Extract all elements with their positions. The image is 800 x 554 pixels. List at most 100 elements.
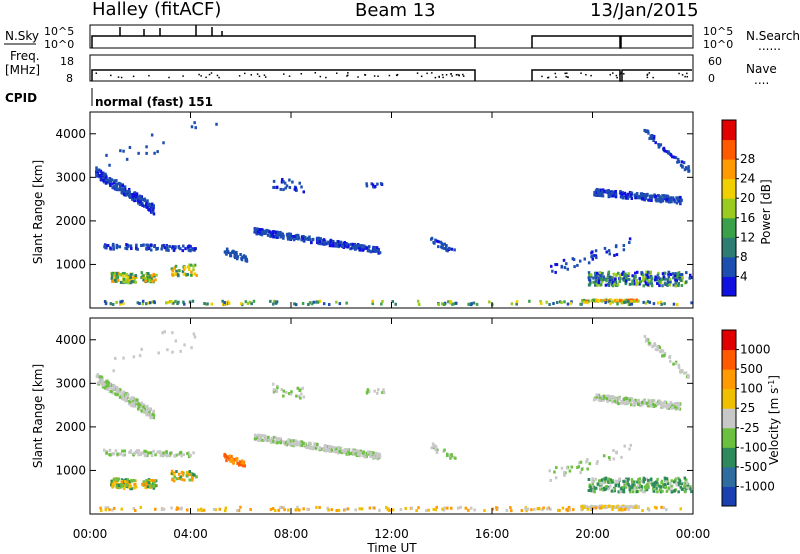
data-cell	[152, 272, 156, 276]
data-cell	[172, 301, 175, 305]
data-cell	[626, 300, 630, 304]
data-cell	[362, 244, 366, 248]
data-cell	[375, 246, 379, 250]
data-cell	[254, 227, 257, 231]
data-cell	[306, 507, 309, 511]
data-cell	[177, 274, 180, 278]
data-cell	[125, 190, 129, 194]
data-cell	[335, 243, 338, 247]
data-cell	[108, 178, 111, 182]
data-cell	[669, 359, 672, 363]
data-cell	[261, 438, 265, 442]
data-cell	[587, 477, 591, 481]
data-cell	[656, 273, 660, 277]
data-cell	[98, 375, 102, 379]
data-cell	[640, 271, 643, 275]
data-cell	[656, 481, 659, 485]
data-cell	[186, 452, 189, 456]
data-cell	[112, 279, 115, 283]
nave-dot	[300, 72, 303, 75]
data-cell	[628, 190, 632, 194]
data-cell	[114, 392, 117, 396]
data-cell	[117, 484, 121, 488]
data-cell	[667, 406, 670, 410]
data-cell	[341, 449, 345, 453]
data-cell	[653, 484, 656, 488]
data-cell	[311, 237, 315, 241]
data-cell	[441, 246, 444, 250]
data-cell	[289, 392, 293, 396]
nave-dot	[426, 72, 428, 75]
data-cell	[614, 483, 618, 487]
data-cell	[109, 179, 113, 183]
data-cell	[140, 347, 143, 351]
data-cell	[186, 245, 190, 249]
data-cell	[381, 299, 384, 303]
colorbar-tick-label: 25	[740, 401, 755, 415]
data-cell	[112, 245, 115, 249]
data-cell	[594, 193, 598, 197]
data-cell	[625, 481, 628, 485]
data-cell	[636, 505, 640, 509]
data-cell	[124, 190, 127, 194]
data-cell	[656, 477, 659, 481]
data-cell	[332, 242, 335, 246]
data-cell	[121, 483, 125, 487]
data-cell	[643, 279, 647, 283]
data-cell	[675, 480, 678, 484]
data-cell	[603, 504, 606, 508]
data-cell	[179, 349, 182, 353]
data-cell	[630, 299, 633, 303]
data-cell	[647, 198, 650, 202]
data-cell	[131, 404, 135, 408]
data-cell	[653, 278, 657, 282]
data-cell	[608, 193, 611, 197]
data-cell	[560, 264, 564, 268]
data-cell	[138, 301, 141, 305]
data-cell	[608, 275, 612, 279]
data-cell	[653, 481, 656, 485]
data-cell	[629, 443, 633, 447]
nave-dot	[681, 74, 684, 76]
data-cell	[146, 408, 150, 412]
data-cell	[133, 197, 137, 201]
data-cell	[155, 247, 158, 251]
data-cell	[664, 477, 668, 481]
data-cell	[192, 248, 195, 252]
data-cell	[150, 414, 154, 418]
data-cell	[555, 263, 559, 267]
data-cell	[153, 151, 156, 155]
data-cell	[654, 141, 657, 145]
data-cell	[188, 263, 191, 267]
data-cell	[105, 178, 109, 182]
data-cell	[135, 243, 138, 247]
data-cell	[627, 506, 630, 510]
data-cell	[119, 272, 122, 276]
data-cell	[273, 435, 276, 439]
data-cell	[144, 481, 148, 485]
data-cell	[150, 454, 154, 458]
data-cell	[165, 454, 169, 458]
data-cell	[565, 466, 569, 470]
data-cell	[636, 270, 639, 274]
data-cell	[111, 452, 115, 456]
data-cell	[631, 485, 634, 489]
nave-dot	[567, 76, 569, 79]
data-cell	[655, 402, 659, 406]
data-cell	[112, 383, 115, 387]
colorbar-segment	[722, 139, 736, 160]
data-cell	[443, 242, 446, 246]
data-cell	[646, 283, 650, 287]
data-cell	[97, 381, 100, 385]
data-cell	[562, 258, 566, 262]
data-cell	[510, 509, 513, 513]
data-cell	[594, 299, 598, 303]
data-cell	[637, 299, 640, 303]
data-cell	[375, 451, 378, 455]
data-cell	[123, 277, 126, 281]
x-tick-label: 12:00	[374, 527, 409, 541]
data-cell	[681, 482, 684, 486]
data-cell	[126, 481, 129, 485]
data-cell	[315, 444, 318, 448]
data-cell	[375, 455, 379, 459]
